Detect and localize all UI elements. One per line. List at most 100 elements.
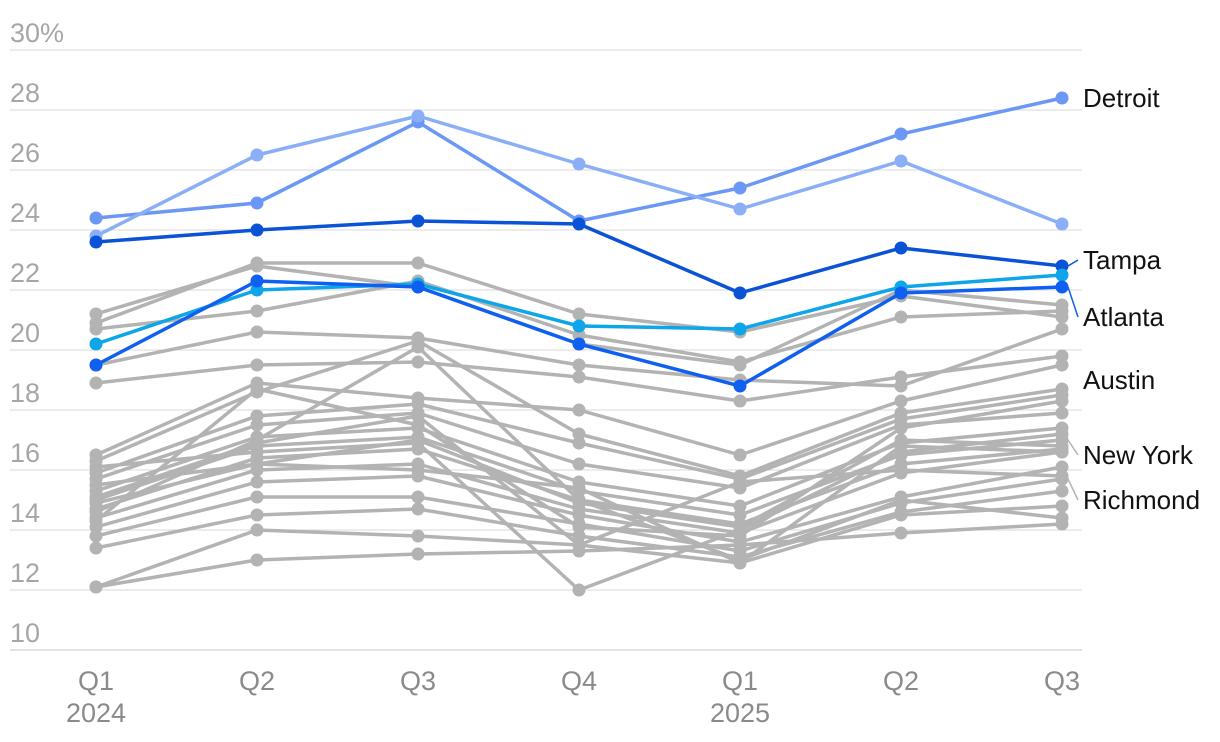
series-line (94, 219, 1064, 295)
data-point (411, 340, 425, 354)
data-point (894, 439, 908, 453)
data-point (411, 502, 425, 516)
data-point (411, 547, 425, 561)
data-point (894, 508, 908, 522)
data-point (89, 529, 103, 543)
data-point (572, 508, 586, 522)
data-point (1055, 268, 1069, 282)
data-point (733, 556, 747, 570)
data-point (89, 478, 103, 492)
y-axis-ticks: 10 12 14 16 18 20 22 24 26 28 30% (10, 18, 64, 648)
data-point (89, 322, 103, 336)
data-point (89, 514, 103, 528)
data-point (894, 421, 908, 435)
x-tick-label: Q1 (722, 666, 758, 696)
gray-series-5 (89, 349, 1069, 408)
data-point (733, 379, 747, 393)
data-point (572, 538, 586, 552)
data-point (411, 355, 425, 369)
leader-line-richmond (1067, 478, 1079, 501)
data-point (733, 499, 747, 513)
data-point (411, 280, 425, 294)
data-point (572, 529, 586, 543)
data-point (1055, 322, 1069, 336)
data-point (250, 508, 264, 522)
leader-line-tampa (1067, 259, 1079, 267)
data-point (1055, 394, 1069, 408)
data-point (572, 496, 586, 510)
data-point (894, 463, 908, 477)
series-other-light-blue (89, 109, 1069, 243)
y-tick-label: 28 (10, 78, 40, 108)
data-point (572, 157, 586, 171)
data-point (250, 358, 264, 372)
data-point (1055, 469, 1069, 483)
data-point (250, 457, 264, 471)
series-atlanta (89, 274, 1069, 393)
data-point (894, 394, 908, 408)
data-point (250, 445, 264, 459)
data-point (250, 274, 264, 288)
gray-series-24 (89, 439, 1069, 570)
data-point (894, 154, 908, 168)
data-point (411, 256, 425, 270)
data-point (89, 337, 103, 351)
x-axis-ticks: Q1 Q2 Q3 Q4 Q1 Q2 Q3 2024 2025 (66, 666, 1080, 728)
data-point (1055, 427, 1069, 441)
x-tick-label: Q1 (78, 666, 114, 696)
data-point (250, 436, 264, 450)
data-point (733, 394, 747, 408)
data-point (250, 148, 264, 162)
data-point (572, 436, 586, 450)
data-point (89, 580, 103, 594)
data-point (250, 325, 264, 339)
data-point (1055, 259, 1069, 273)
data-point (894, 310, 908, 324)
data-point (572, 370, 586, 384)
leader-line-new-york (1067, 439, 1079, 456)
y-tick-label: 12 (10, 558, 40, 588)
gray-series-group (89, 256, 1069, 597)
data-point (250, 196, 264, 210)
data-point (894, 493, 908, 507)
data-point (411, 409, 425, 423)
data-point (733, 538, 747, 552)
data-point (250, 304, 264, 318)
gray-series-23 (89, 382, 1069, 543)
data-point (89, 358, 103, 372)
data-point (894, 370, 908, 384)
data-point (89, 496, 103, 510)
data-point (572, 337, 586, 351)
data-point (894, 241, 908, 255)
data-point (894, 286, 908, 300)
data-point (572, 427, 586, 441)
data-point (1055, 484, 1069, 498)
data-point (89, 376, 103, 390)
data-point (733, 181, 747, 195)
data-point (250, 523, 264, 537)
data-point (572, 457, 586, 471)
data-point (1055, 406, 1069, 420)
data-point (1055, 445, 1069, 459)
data-point (411, 463, 425, 477)
highlighted-series-group (89, 91, 1069, 393)
y-tick-label: 14 (10, 498, 40, 528)
label-richmond: Richmond (1083, 485, 1200, 515)
data-point (250, 409, 264, 423)
data-point (572, 583, 586, 597)
data-point (250, 283, 264, 297)
data-point (411, 214, 425, 228)
data-point (1055, 91, 1069, 105)
label-new-york: New York (1083, 440, 1194, 470)
data-point (1055, 349, 1069, 363)
data-point (733, 286, 747, 300)
x-tick-label: Q4 (561, 666, 597, 696)
leader-line-atlanta (1067, 286, 1079, 318)
data-point (1055, 499, 1069, 513)
data-point (89, 211, 103, 225)
data-point (411, 436, 425, 450)
data-point (411, 418, 425, 432)
data-point (572, 319, 586, 333)
data-point (572, 403, 586, 417)
data-point (89, 460, 103, 474)
